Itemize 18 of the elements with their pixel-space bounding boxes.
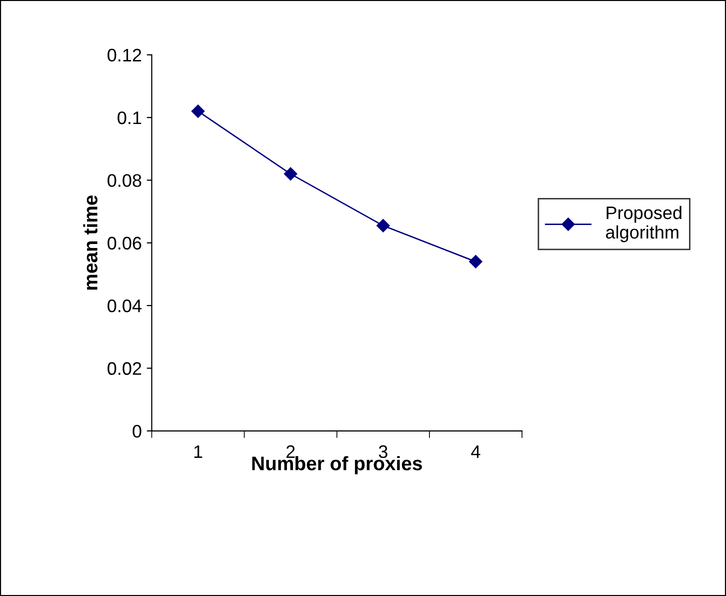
x-tick-label: 4	[471, 445, 480, 458]
y-tick-label: 0.02	[108, 362, 142, 375]
point	[284, 167, 298, 181]
y-tick-label: 0.12	[108, 48, 142, 62]
point	[469, 255, 482, 268]
y-tick-label: 0.08	[108, 174, 142, 187]
x-tick-label: 1	[194, 445, 202, 458]
y-tick-label: 0	[132, 424, 142, 438]
legend-label: Proposed algorithm	[606, 206, 682, 242]
y-axis-title: mean time	[83, 195, 98, 290]
x-tick-label: 3	[378, 445, 388, 458]
point	[191, 104, 205, 118]
y-tick-label: 0.04	[108, 299, 142, 312]
x-tick-label: 2	[286, 445, 295, 458]
point	[376, 219, 390, 232]
x-axis-title: Number of proxies	[252, 456, 422, 474]
y-tick-label: 0.06	[108, 236, 142, 250]
y-tick-label: 0.1	[118, 111, 142, 124]
